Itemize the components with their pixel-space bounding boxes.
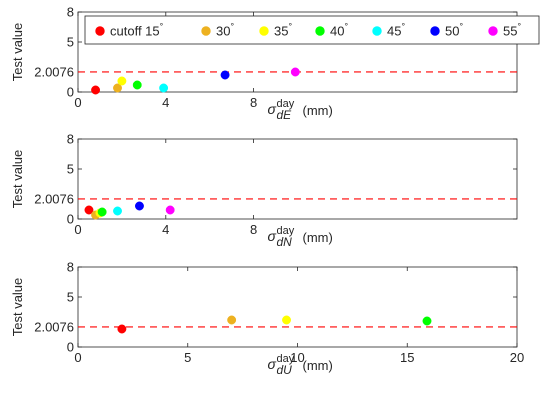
legend-label: 40° [330,22,348,39]
legend-degree: ° [459,22,463,32]
x-axis-unit: (mm) [303,103,333,118]
x-tick-label: 5 [184,350,191,365]
data-point [159,83,169,93]
legend-marker [430,26,440,36]
x-axis-symbol: σ [268,228,277,244]
x-axis-unit: (mm) [303,358,333,373]
legend-label: 50° [445,22,463,39]
x-tick-label: 4 [162,95,169,110]
x-tick-label: 8 [250,222,257,237]
x-tick-label: 0 [74,95,81,110]
data-point [135,201,144,211]
plot-area-box [77,266,518,348]
x-tick-label: 0 [74,350,81,365]
x-axis-label: σ [268,228,277,244]
data-point [220,70,230,80]
legend-label: 45° [387,22,405,39]
x-tick-label: 15 [400,350,414,365]
x-axis-label-sup: day [277,353,295,365]
y-tick-label: 8 [67,5,74,20]
y-axis-label: Test value [10,23,25,82]
plot-area-box [77,138,518,220]
y-tick-label: 5 [67,35,74,50]
data-point [117,324,127,334]
legend-box [84,15,540,45]
x-tick-label: 10 [290,350,304,365]
legend-degree: ° [160,22,164,32]
y-axis-label: Test value [10,150,25,209]
x-axis-label: σ [268,356,277,372]
legend-entry: 55° [488,22,521,39]
legend: cutoff 15° 30° 35° 40° 45° 50° 55° [84,15,540,45]
legend-marker [201,26,211,36]
x-tick-label: 20 [510,350,524,365]
legend-degree: ° [230,22,234,32]
data-point [422,316,432,326]
legend-entry: 50° [430,22,463,39]
y-tick-label: 8 [67,260,74,275]
y-tick-label: 2.0076 [34,319,74,334]
x-axis-symbol: σ [268,356,277,372]
legend-marker [488,26,498,36]
x-tick-label: 8 [250,95,257,110]
data-point [282,315,291,325]
legend-marker [372,26,382,36]
x-axis-symbol: σ [268,101,277,117]
legend-degree: ° [401,22,405,32]
y-tick-label: 0 [67,85,74,100]
x-axis-label-sup: day [277,98,295,110]
legend-label: 55° [503,22,521,39]
legend-label: 35° [274,22,292,39]
legend-entry: cutoff 15° [95,22,164,39]
legend-entry: 30° [201,22,234,39]
data-point [113,83,122,93]
y-tick-label: 2.0076 [34,64,74,79]
y-tick-label: 8 [67,132,74,147]
data-point [113,206,122,216]
data-point [117,76,127,86]
data-point [165,205,175,215]
data-point [227,315,237,325]
data-point [132,80,142,90]
x-axis-label-sub: dU [277,363,293,377]
data-point [91,85,101,95]
x-tick-label: 4 [162,222,169,237]
legend-marker [259,26,269,36]
legend-entry: 40° [315,22,348,39]
x-axis-unit: (mm) [303,230,333,245]
legend-degree: ° [517,22,521,32]
plot-area-box [77,11,518,93]
legend-marker [315,26,325,36]
data-point [290,67,300,77]
legend-marker [95,26,105,36]
legend-label: cutoff 15° [110,22,164,39]
x-axis-label-sub: dE [277,108,293,122]
x-axis-label-sup: day [277,225,295,237]
y-tick-label: 5 [67,162,74,177]
legend-entry: 45° [372,22,405,39]
y-tick-label: 0 [67,212,74,227]
y-tick-label: 0 [67,340,74,355]
legend-degree: ° [288,22,292,32]
x-axis-label-sub: dN [277,235,293,249]
data-point [97,207,107,217]
data-point [84,205,94,215]
legend-degree: ° [344,22,348,32]
legend-label: 30° [216,22,234,39]
x-tick-label: 0 [74,222,81,237]
y-axis-label: Test value [10,278,25,337]
y-tick-label: 2.0076 [34,191,74,206]
legend-entry: 35° [259,22,292,39]
x-axis-label: σ [268,101,277,117]
y-tick-label: 5 [67,290,74,305]
